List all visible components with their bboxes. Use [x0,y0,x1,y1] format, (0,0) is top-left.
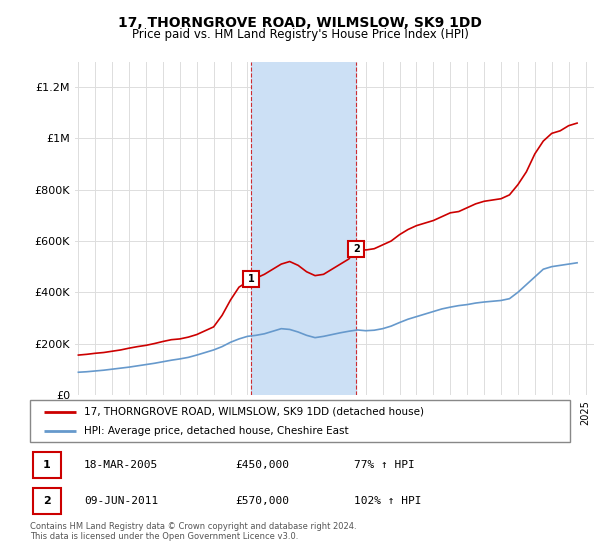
Text: £450,000: £450,000 [235,460,289,470]
Text: 1: 1 [247,274,254,284]
Text: 09-JUN-2011: 09-JUN-2011 [84,496,158,506]
Text: 17, THORNGROVE ROAD, WILMSLOW, SK9 1DD: 17, THORNGROVE ROAD, WILMSLOW, SK9 1DD [118,16,482,30]
Text: HPI: Average price, detached house, Cheshire East: HPI: Average price, detached house, Ches… [84,426,349,436]
Text: 2: 2 [43,496,50,506]
FancyBboxPatch shape [33,488,61,514]
FancyBboxPatch shape [30,400,570,442]
Text: 1: 1 [43,460,50,470]
Bar [251,62,356,395]
Text: 77% ↑ HPI: 77% ↑ HPI [354,460,415,470]
Text: Price paid vs. HM Land Registry's House Price Index (HPI): Price paid vs. HM Land Registry's House … [131,28,469,41]
Text: 2: 2 [353,244,359,254]
Text: 18-MAR-2005: 18-MAR-2005 [84,460,158,470]
Text: £570,000: £570,000 [235,496,289,506]
Text: Contains HM Land Registry data © Crown copyright and database right 2024.
This d: Contains HM Land Registry data © Crown c… [30,522,356,542]
Text: 17, THORNGROVE ROAD, WILMSLOW, SK9 1DD (detached house): 17, THORNGROVE ROAD, WILMSLOW, SK9 1DD (… [84,407,424,417]
Text: 102% ↑ HPI: 102% ↑ HPI [354,496,421,506]
FancyBboxPatch shape [33,452,61,478]
